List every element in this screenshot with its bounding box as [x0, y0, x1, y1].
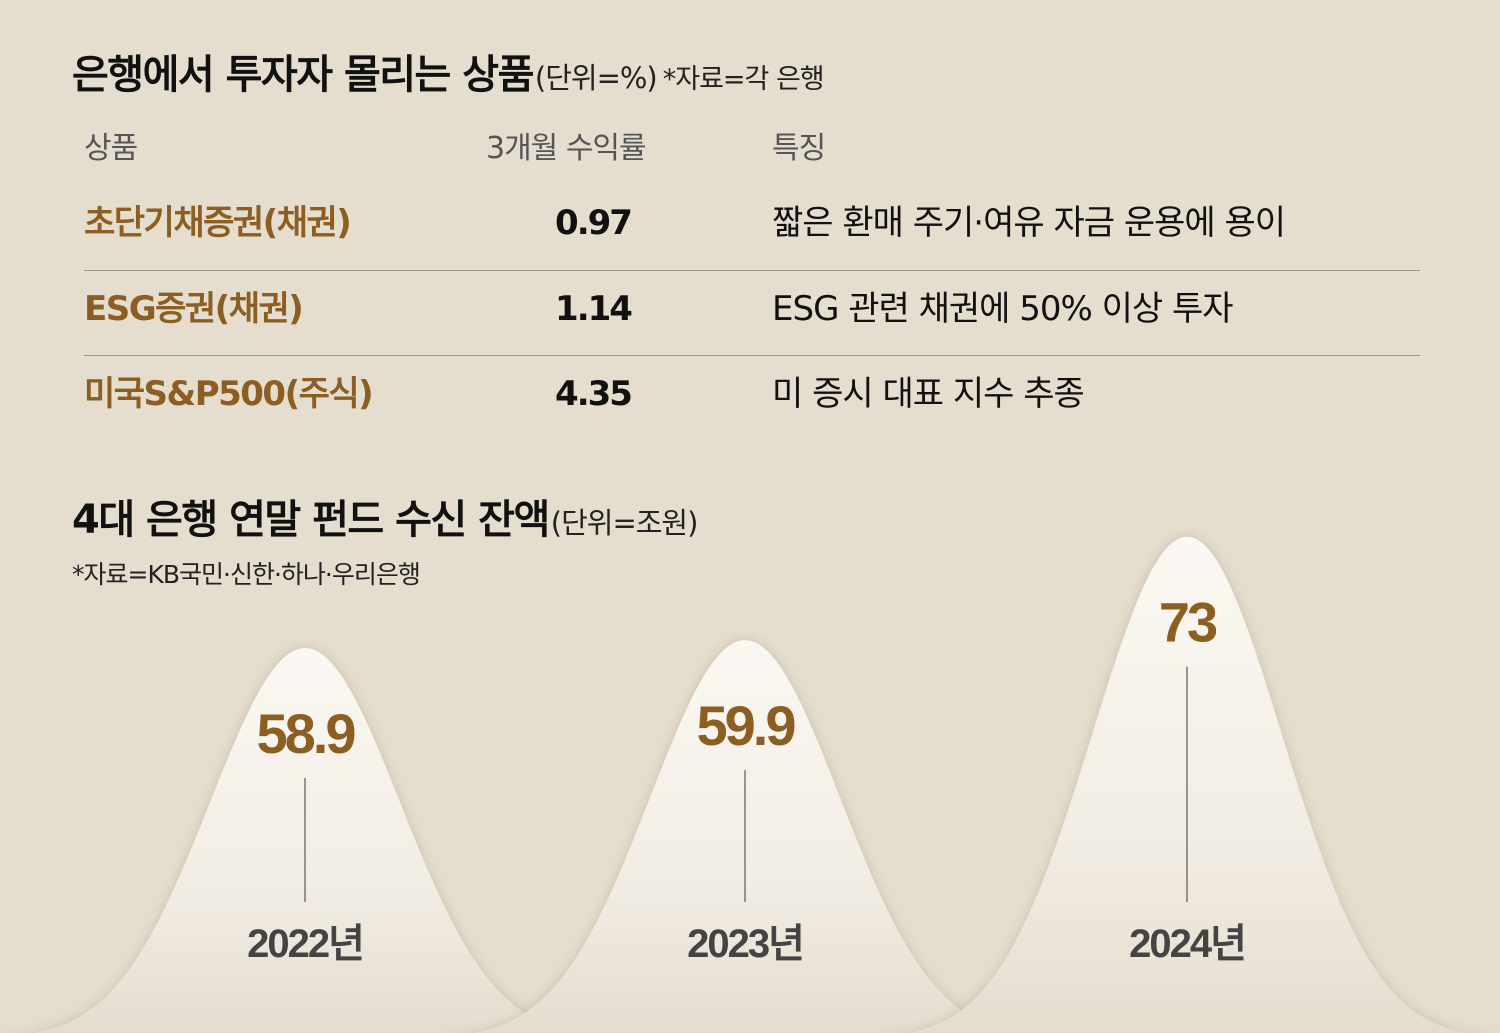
value-label: 59.9	[697, 694, 796, 757]
chart-source: *자료=KB국민·신한·하나·우리은행	[72, 560, 421, 589]
product-feature: ESG 관련 채권에 50% 이상 투자	[772, 289, 1234, 329]
chart-title: 4대 은행 연말 펀드 수신 잔액(단위=조원)	[72, 497, 699, 543]
product-name: 미국S&P500(주식)	[84, 374, 374, 414]
product-feature: 짧은 환매 주기·여유 자금 운용에 용이	[772, 203, 1286, 243]
table-row: ESG증권(채권) 1.14 ESG 관련 채권에 50% 이상 투자	[0, 292, 1500, 376]
header-feature: 특징	[772, 131, 826, 166]
header-return: 3개월 수익률	[486, 131, 647, 166]
row-divider	[84, 270, 1420, 271]
year-label: 2023년	[687, 922, 803, 966]
product-name: ESG증권(채권)	[84, 289, 304, 329]
table-title-main: 은행에서 투자자 몰리는 상품	[72, 52, 534, 98]
year-label: 2024년	[1129, 922, 1245, 966]
value-label: 73	[1159, 591, 1217, 654]
row-divider	[84, 355, 1420, 356]
product-return: 4.35	[555, 374, 633, 414]
year-label: 2022년	[247, 922, 363, 966]
chart-title-main: 4대 은행 연말 펀드 수신 잔액	[72, 497, 550, 543]
table-source: *자료=각 은행	[662, 64, 825, 95]
table-title-unit: (단위=%)	[534, 61, 658, 95]
table-row: 미국S&P500(주식) 4.35 미 증시 대표 지수 추종	[0, 377, 1500, 461]
product-return: 1.14	[555, 289, 633, 329]
product-return: 0.97	[555, 203, 633, 243]
table-row: 초단기채증권(채권) 0.97 짧은 환매 주기·여유 자금 운용에 용이	[0, 206, 1500, 290]
chart-title-unit: (단위=조원)	[550, 506, 699, 540]
value-label: 58.9	[257, 702, 356, 765]
product-feature: 미 증시 대표 지수 추종	[772, 374, 1085, 414]
table-title: 은행에서 투자자 몰리는 상품(단위=%) *자료=각 은행	[72, 52, 825, 98]
product-name: 초단기채증권(채권)	[84, 203, 352, 243]
header-product: 상품	[84, 131, 138, 166]
